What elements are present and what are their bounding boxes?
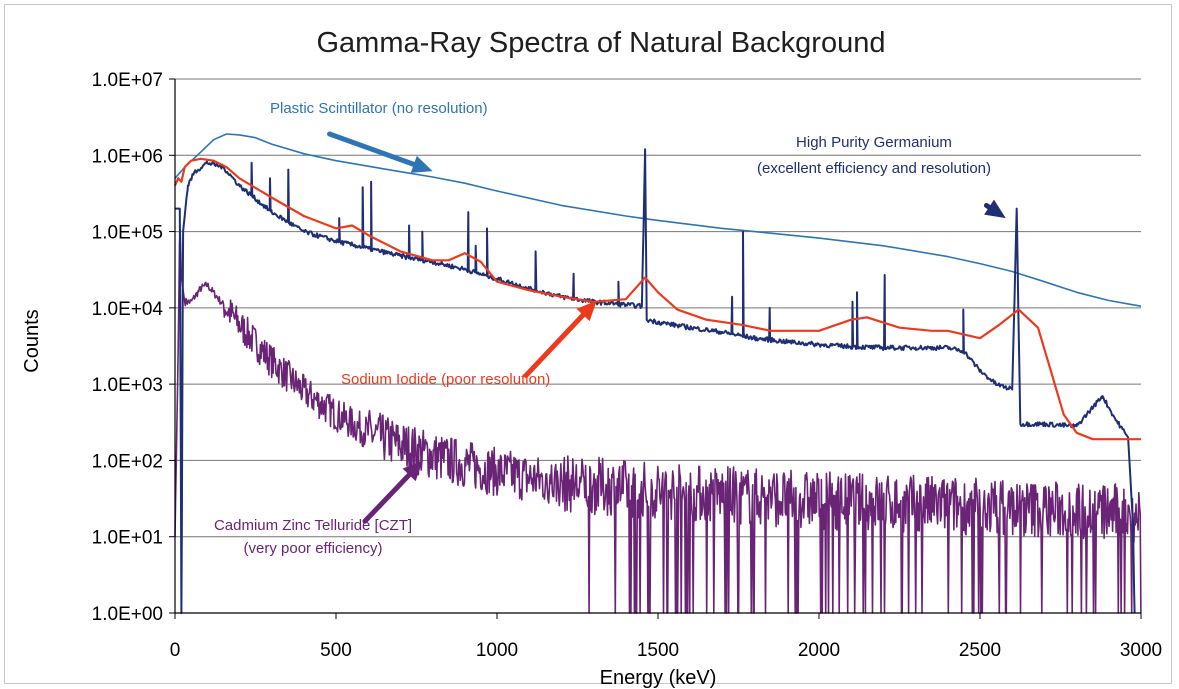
arrow-head xyxy=(576,300,597,322)
plastic-label: Plastic Scintillator (no resolution) xyxy=(270,100,488,117)
hpge-label: High Purity Germanium xyxy=(796,134,952,151)
x-axis-ticks: 0 500 1000 1500 2000 2500 3000 xyxy=(170,613,1162,661)
hpge-sublabel: (excellent efficiency and resolution) xyxy=(757,160,991,177)
czt-arrow xyxy=(362,460,423,524)
chart-title: Gamma-Ray Spectra of Natural Background xyxy=(317,27,886,59)
hpge-arrow xyxy=(983,199,1006,219)
y-tick-label: 1.0E+06 xyxy=(92,146,163,167)
czt-sublabel: (very poor efficiency) xyxy=(244,540,383,557)
x-tick-label: 1000 xyxy=(476,640,518,661)
arrow-shaft xyxy=(983,202,992,210)
plastic-scintillator-line xyxy=(174,133,1142,307)
y-axis-ticks: 1.0E+00 1.0E+01 1.0E+02 1.0E+03 1.0E+04 1.0E+… xyxy=(92,70,175,625)
czt-label: Cadmium Zinc Telluride [CZT] xyxy=(214,517,412,534)
x-tick-label: 3000 xyxy=(1120,640,1162,661)
arrow-head xyxy=(402,460,423,482)
annotation-arrows xyxy=(327,131,1006,524)
x-axis-label: Energy (keV) xyxy=(600,667,717,689)
arrow-head xyxy=(984,199,1006,219)
y-tick-label: 1.0E+05 xyxy=(92,223,163,244)
plastic-arrow xyxy=(327,131,433,173)
arrow-shaft xyxy=(523,312,586,378)
y-tick-label: 1.0E+07 xyxy=(92,70,163,91)
x-tick-label: 2000 xyxy=(798,640,840,661)
y-tick-label: 1.0E+03 xyxy=(92,375,163,396)
hpge-line xyxy=(175,148,1136,614)
y-tick-label: 1.0E+02 xyxy=(92,451,163,472)
nai-arrow xyxy=(523,300,597,378)
y-tick-label: 1.0E+00 xyxy=(92,604,163,625)
y-tick-label: 1.0E+04 xyxy=(92,299,164,320)
arrow-shaft xyxy=(327,131,417,167)
x-tick-label: 2500 xyxy=(959,640,1001,661)
czt-line xyxy=(174,229,1142,614)
arrow-head xyxy=(410,155,433,173)
y-axis-label: Counts xyxy=(21,309,43,372)
nai-label: Sodium Iodide (poor resolution) xyxy=(341,371,550,388)
sodium-iodide-line xyxy=(173,157,1141,441)
arrow-shaft xyxy=(362,472,412,524)
chart-frame xyxy=(4,4,1172,684)
x-tick-label: 0 xyxy=(170,640,181,661)
y-tick-label: 1.0E+01 xyxy=(92,528,163,549)
x-tick-label: 1500 xyxy=(637,640,679,661)
x-tick-label: 500 xyxy=(320,640,352,661)
